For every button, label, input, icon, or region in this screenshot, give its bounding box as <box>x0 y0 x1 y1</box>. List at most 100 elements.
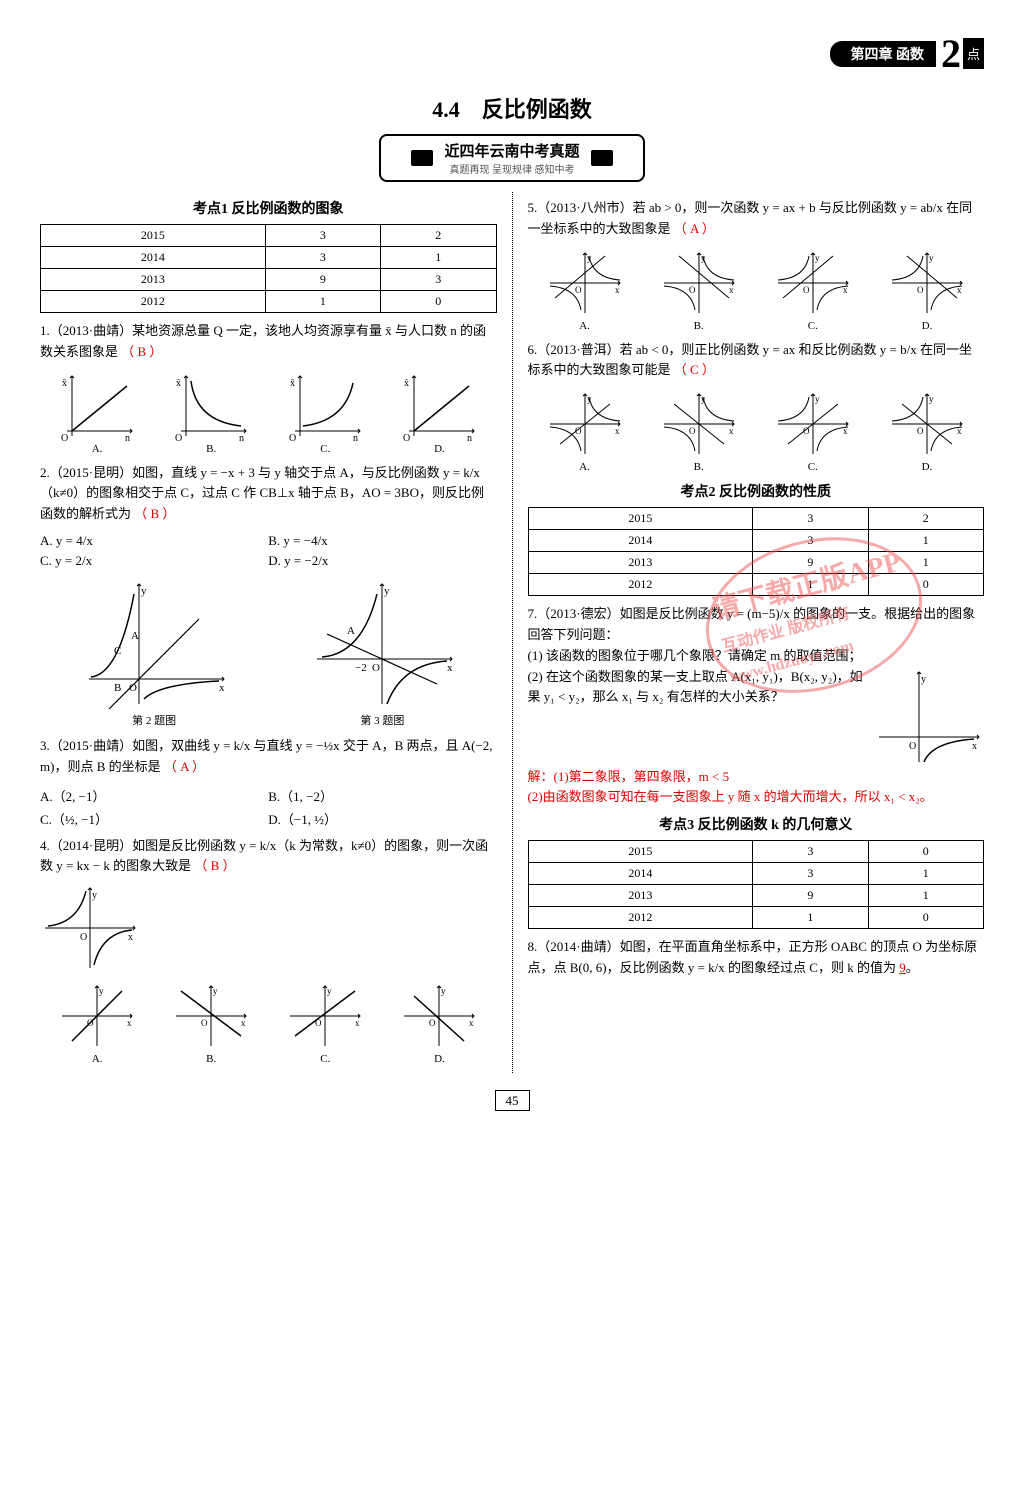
q6-graph-b: y x O <box>659 389 739 459</box>
problem-6: 6.（2013·普洱）若 ab < 0，则正比例函数 y = ax 和反比例函数… <box>528 340 985 382</box>
svg-text:O: O <box>917 285 924 295</box>
q1-graph-d: x̄nO <box>399 371 479 441</box>
q6-graph-a: yxO <box>545 389 625 459</box>
svg-text:O: O <box>289 433 296 441</box>
svg-text:y: y <box>921 674 926 685</box>
section1-head: 考点1 反比例函数的图象 <box>40 198 497 218</box>
svg-text:y: y <box>815 253 820 263</box>
answer-3: （ A ） <box>164 759 205 774</box>
svg-text:y: y <box>99 986 104 996</box>
svg-text:O: O <box>315 1018 322 1028</box>
svg-text:O: O <box>87 1018 94 1028</box>
svg-text:x: x <box>615 426 620 436</box>
svg-text:A: A <box>131 630 139 642</box>
svg-text:x: x <box>729 426 734 436</box>
svg-text:y: y <box>441 986 446 996</box>
table-row: 201391 <box>528 552 984 574</box>
book-icon-right <box>591 150 613 166</box>
svg-text:O: O <box>372 662 380 674</box>
svg-text:y: y <box>327 986 332 996</box>
side-char: 点 <box>963 38 984 69</box>
q4-graph-b: yxO <box>171 981 251 1051</box>
book-icon-left <box>411 150 433 166</box>
table-row: 201532 <box>41 225 497 247</box>
svg-text:y: y <box>384 585 390 597</box>
solution-7b: (2)由函数图象可知在每一支图象上 y 随 x 的增大而增大，所以 x₁ < x… <box>528 787 985 808</box>
section3-head: 考点3 反比例函数 k 的几何意义 <box>528 814 985 834</box>
big-number: 2 <box>941 30 961 77</box>
left-column: 考点1 反比例函数的图象 201532 201431 201393 201210… <box>40 192 497 1073</box>
svg-text:O: O <box>80 932 87 943</box>
svg-text:n: n <box>467 433 472 441</box>
svg-text:y: y <box>141 585 147 597</box>
svg-text:O: O <box>803 285 810 295</box>
q6-graph-d: yxO <box>887 389 967 459</box>
problem-2: 2.（2015·昆明）如图，直线 y = −x + 3 与 y 轴交于点 A，与… <box>40 463 497 525</box>
svg-text:O: O <box>129 682 137 694</box>
q3-options: A.（2, −1）B.（1, −2） C.（½, −1）D.（−1, ½） <box>40 784 497 830</box>
svg-text:x̄: x̄ <box>62 378 67 389</box>
svg-text:O: O <box>689 426 696 436</box>
svg-text:x: x <box>615 285 620 295</box>
svg-text:O: O <box>909 741 916 752</box>
section1-table: 201532 201431 201393 201210 <box>40 224 497 313</box>
q1-graph-b: x̄nO <box>171 371 251 441</box>
svg-text:x: x <box>469 1018 474 1028</box>
q2-figures: AC BO yx 第 2 题图 A−2 Oyx 第 3 题图 <box>40 579 497 728</box>
q4-graph-c: yxO <box>285 981 365 1051</box>
fig3-label: 第 3 题图 <box>307 712 457 728</box>
svg-text:x: x <box>127 1018 132 1028</box>
svg-text:y: y <box>587 394 592 404</box>
svg-text:O: O <box>175 433 182 441</box>
svg-text:x̄: x̄ <box>176 378 181 389</box>
svg-text:y: y <box>701 394 706 404</box>
q5-graph-d: yxO <box>887 248 967 318</box>
svg-text:O: O <box>429 1018 436 1028</box>
q4-graph-a: y x O <box>57 981 137 1051</box>
svg-text:O: O <box>403 433 410 441</box>
subtitle-sub: 真题再现 呈现规律 感知中考 <box>444 161 579 176</box>
main-title: 4.4 反比例函数 <box>40 92 984 124</box>
svg-text:x: x <box>843 426 848 436</box>
svg-text:x: x <box>972 741 977 752</box>
answer-2: （ B ） <box>134 506 175 521</box>
svg-text:n: n <box>353 433 358 441</box>
q4-graph-d: y x O <box>399 981 479 1051</box>
svg-text:y: y <box>701 253 706 263</box>
svg-text:A: A <box>347 625 355 637</box>
table-row: 201530 <box>528 841 984 863</box>
problem-5: 5.（2013·八州市）若 ab > 0，则一次函数 y = ax + b 与反… <box>528 198 985 240</box>
table-row: 201210 <box>528 574 984 596</box>
section2-table: 201532 201431 201391 201210 <box>528 507 985 596</box>
table-row: 201391 <box>528 885 984 907</box>
section2-head: 考点2 反比例函数的性质 <box>528 481 985 501</box>
problem-4: 4.（2014·昆明）如图是反比例函数 y = k/x（k 为常数，k≠0）的图… <box>40 836 497 878</box>
svg-text:O: O <box>689 285 696 295</box>
answer-6: （ C ） <box>674 362 715 377</box>
table-row: 201431 <box>528 863 984 885</box>
table-row: 201210 <box>41 291 497 313</box>
problem-3: 3.（2015·曲靖）如图，双曲线 y = k/x 与直线 y = −½x 交于… <box>40 736 497 778</box>
svg-text:y: y <box>815 394 820 404</box>
subtitle-box: 近四年云南中考真题 真题再现 呈现规律 感知中考 <box>379 134 645 182</box>
svg-text:x: x <box>447 662 453 674</box>
svg-text:y: y <box>213 986 218 996</box>
table-row: 201532 <box>528 508 984 530</box>
svg-text:O: O <box>917 426 924 436</box>
chapter-header: 第四章 函数 2 点 <box>40 30 984 77</box>
q2-options: A. y = 4/xB. y = −4/x C. y = 2/xD. y = −… <box>40 531 497 571</box>
q6-graphs: yxOA. yxOB. yxOC. yxOD. <box>528 389 985 473</box>
svg-text:x: x <box>128 932 133 943</box>
chapter-label: 第四章 函数 <box>830 41 936 67</box>
q5-graph-c: yxO <box>773 248 853 318</box>
svg-text:O: O <box>61 433 68 441</box>
svg-text:x: x <box>957 426 962 436</box>
svg-text:y: y <box>92 890 97 901</box>
table-row: 201393 <box>41 269 497 291</box>
right-column: 5.（2013·八州市）若 ab > 0，则一次函数 y = ax + b 与反… <box>512 192 985 1073</box>
svg-text:n: n <box>125 433 130 441</box>
q4-graphs: yxOA. yxOB. yxOC. yxOD. <box>40 981 497 1065</box>
fig2-label: 第 2 题图 <box>79 712 229 728</box>
q5-graph-b: yxO <box>659 248 739 318</box>
table-row: 201210 <box>528 907 984 929</box>
